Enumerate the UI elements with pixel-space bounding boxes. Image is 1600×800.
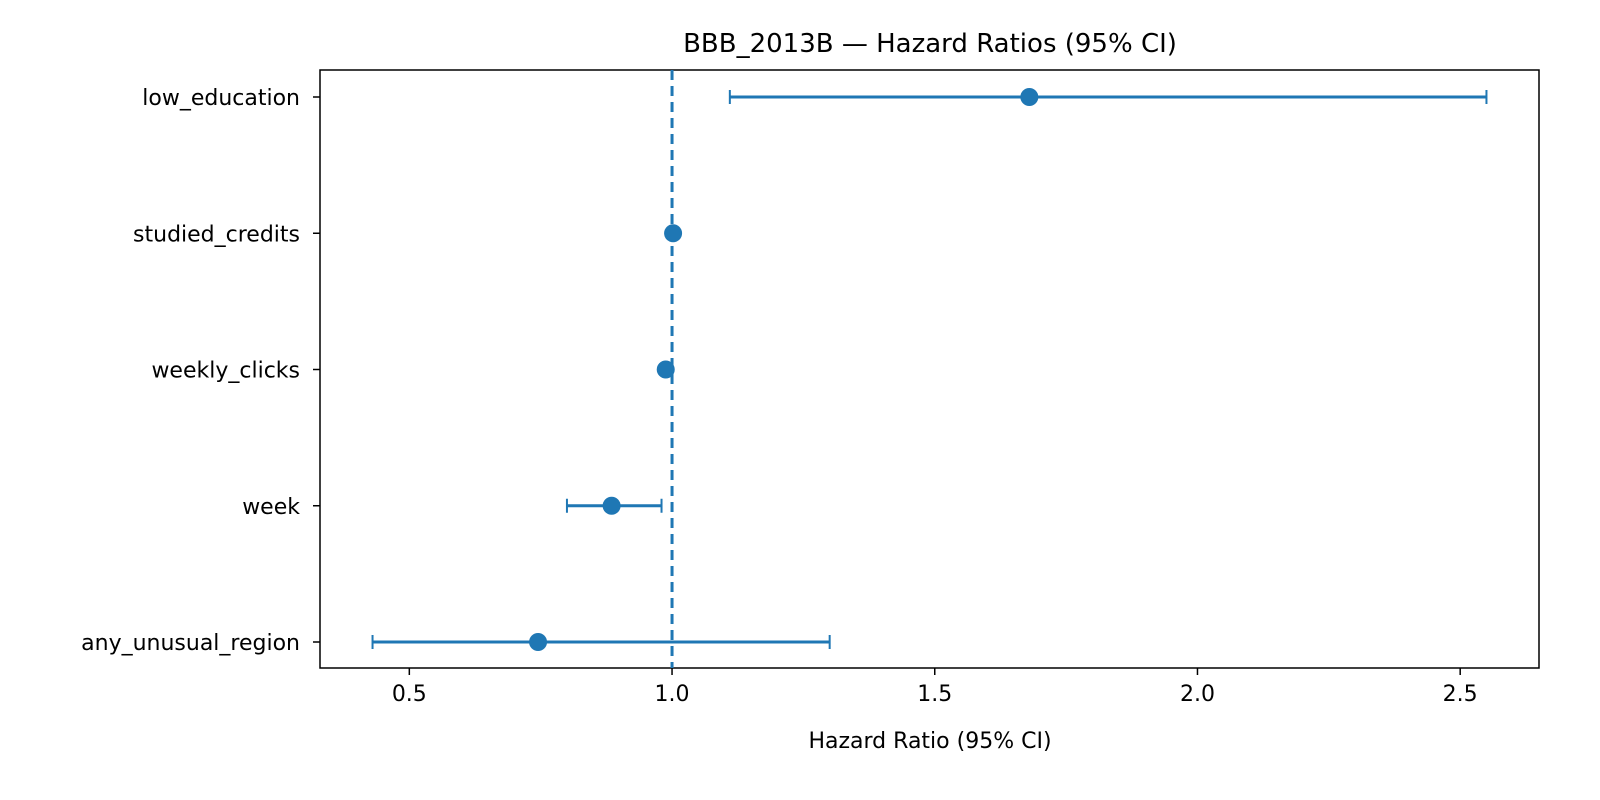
y-tick-label: any_unusual_region	[81, 631, 300, 656]
hr-point	[656, 360, 675, 379]
hr-point	[602, 496, 621, 515]
y-axis: low_education studied_credits weekly_click…	[81, 86, 320, 656]
hr-point	[529, 633, 548, 651]
data-marks	[371, 88, 1488, 651]
hr-point	[664, 224, 683, 243]
x-tick-label: 2.0	[1180, 682, 1215, 707]
hr-point	[1020, 88, 1039, 106]
y-tick-label: week	[242, 495, 300, 520]
chart-title: BBB_2013B — Hazard Ratios (95% CI)	[683, 29, 1177, 59]
plot-frame	[319, 69, 1540, 669]
y-tick-label: low_education	[142, 86, 300, 111]
x-tick-label: 1.5	[917, 682, 952, 707]
x-axis-label: Hazard Ratio (95% CI)	[808, 729, 1051, 754]
x-tick-label: 0.5	[392, 682, 427, 707]
y-tick-label: weekly_clicks	[151, 359, 300, 384]
x-tick-label: 1.0	[655, 682, 690, 707]
y-tick-label: studied_credits	[133, 222, 300, 247]
x-axis: 0.5 1.0 1.5 2.0 2.5	[392, 668, 1478, 707]
x-tick-label: 2.5	[1443, 682, 1478, 707]
